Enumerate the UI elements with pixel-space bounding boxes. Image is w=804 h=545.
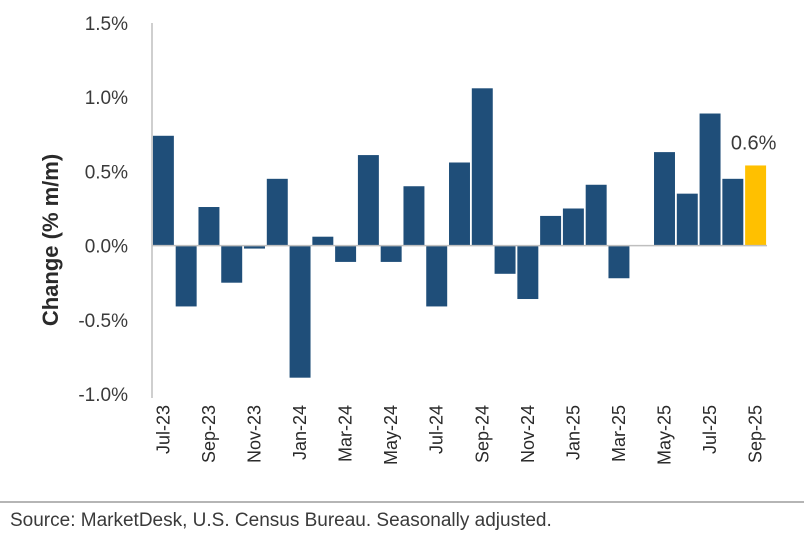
bar-Mar-24 <box>335 245 357 262</box>
x-tick-label: Jul-24 <box>427 405 447 454</box>
bar-Sep-25 <box>745 165 767 246</box>
x-tick-label: May-25 <box>655 405 675 465</box>
y-tick-label: -1.0% <box>78 385 128 406</box>
highlight-value-label: 0.6% <box>731 132 777 154</box>
bar-Jan-25 <box>562 208 584 246</box>
bar-Jun-24 <box>403 186 425 246</box>
x-tick-label: Jul-25 <box>700 405 720 454</box>
x-tick-label: Jan-25 <box>563 405 583 460</box>
bar-Feb-25 <box>585 184 607 246</box>
bar-Jul-24 <box>426 245 448 307</box>
bar-Oct-23 <box>221 245 243 283</box>
x-tick-label: Nov-24 <box>518 405 538 463</box>
bar-Aug-24 <box>449 162 470 246</box>
y-tick-label: 0.0% <box>85 237 128 258</box>
bar-Nov-24 <box>517 245 539 300</box>
x-tick-label: May-24 <box>381 405 401 465</box>
bar-Aug-25 <box>722 178 744 246</box>
bar-Mar-25 <box>608 245 630 279</box>
bar-Dec-23 <box>266 178 288 246</box>
bar-May-25 <box>654 152 675 246</box>
x-tick-label: Sep-25 <box>746 405 766 463</box>
y-tick-label: 1.5% <box>85 14 128 35</box>
bar-Sep-24 <box>471 88 493 246</box>
bar-chart: -1.0% -0.5% 0.0% 0.5% 1.0% 1.5% Jul-23 Sep-23 N… <box>38 14 777 465</box>
bar-Jan-24 <box>289 245 311 378</box>
bar-May-24 <box>380 245 402 262</box>
x-tick-label: Sep-24 <box>472 405 492 463</box>
bar-Nov-23 <box>244 245 265 249</box>
bar-Jul-23 <box>152 135 174 246</box>
bar-Jul-25 <box>699 113 721 246</box>
y-tick-label: 1.0% <box>85 88 128 109</box>
x-tick-label: Jan-24 <box>290 405 310 460</box>
y-axis-title: Change (% m/m) <box>38 154 63 326</box>
bar-Feb-24 <box>312 236 334 246</box>
x-tick-label: Jul-23 <box>153 405 173 454</box>
y-tick-label: -0.5% <box>78 311 128 332</box>
bar-Aug-23 <box>175 245 197 307</box>
bar-Apr-24 <box>357 155 379 246</box>
x-tick-label: Sep-23 <box>199 405 219 463</box>
x-tick-label: Mar-25 <box>609 405 629 462</box>
bar-Sep-23 <box>198 207 220 246</box>
x-tick-label: Mar-24 <box>336 405 356 462</box>
y-tick-label: 0.5% <box>85 162 128 183</box>
bar-Jun-25 <box>676 193 698 246</box>
source-note: Source: MarketDesk, U.S. Census Bureau. … <box>10 510 552 531</box>
bar-Dec-24 <box>540 215 562 246</box>
x-tick-label: Nov-23 <box>245 405 265 463</box>
bar-Oct-24 <box>494 245 516 274</box>
footer-divider <box>0 501 804 503</box>
